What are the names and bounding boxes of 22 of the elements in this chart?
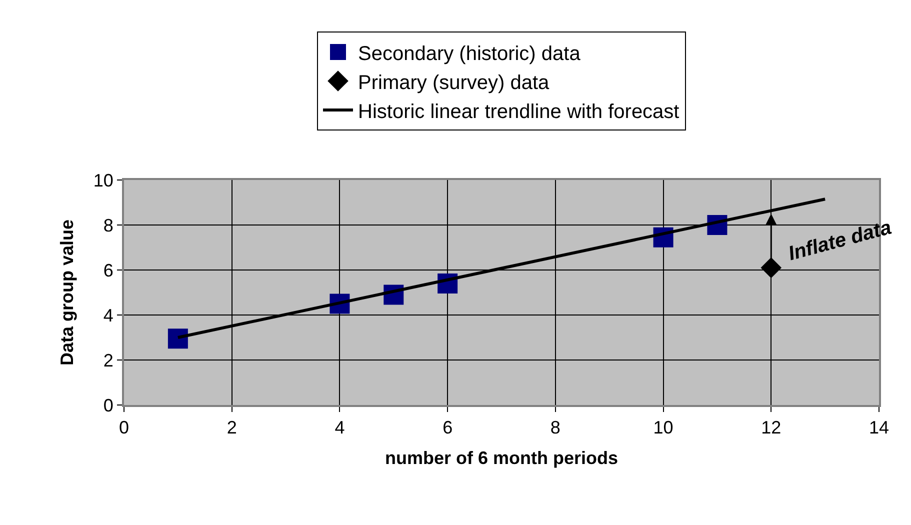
legend-label: Historic linear trendline with forecast (358, 100, 680, 123)
y-axis-title: Data group value (57, 219, 78, 366)
y-tick-label: 8 (103, 215, 114, 236)
y-tick-label: 0 (103, 395, 114, 416)
point (760, 257, 782, 278)
x-tick-label: 10 (653, 418, 674, 438)
point (168, 328, 188, 349)
annotation: Inflate data (786, 216, 894, 266)
y-tick-label: 6 (103, 260, 114, 280)
x-tick-label: 8 (550, 418, 560, 438)
legend-label: Secondary (historic) data (358, 42, 582, 65)
x-tick-label: 0 (118, 418, 130, 438)
y-tick-label: 10 (93, 170, 114, 190)
legend-label: Primary (survey) data (358, 72, 550, 94)
x-tick-label: 14 (868, 418, 890, 438)
x-tick-label: 2 (226, 418, 237, 438)
x-tick-label: 6 (442, 418, 453, 438)
x-tick-label: 4 (334, 418, 345, 438)
y-tick-label: 2 (103, 350, 114, 370)
y-tick-label: 4 (103, 305, 114, 326)
x-tick-label: 12 (761, 418, 782, 438)
x-axis-title: number of 6 month periods (384, 448, 618, 468)
